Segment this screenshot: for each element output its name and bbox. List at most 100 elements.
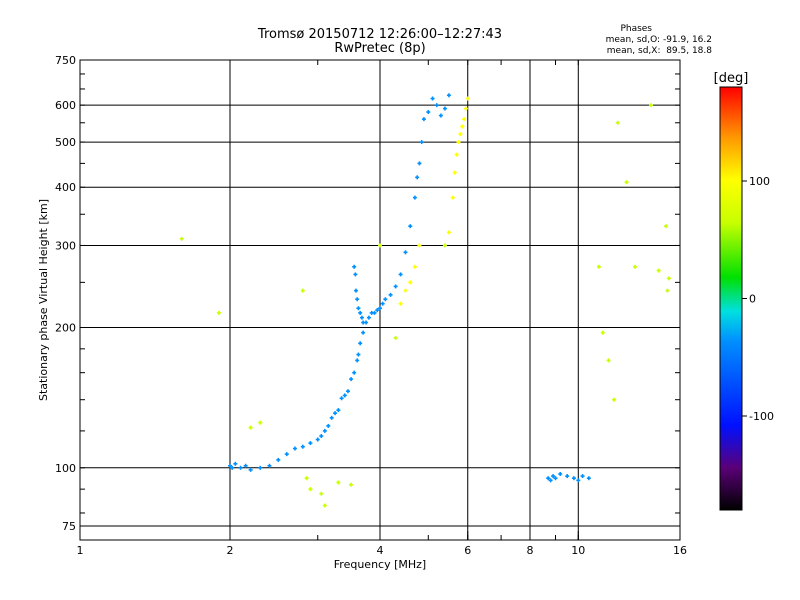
y-tick-label: 400 bbox=[55, 181, 76, 194]
data-point bbox=[442, 243, 447, 248]
y-tick-label: 75 bbox=[62, 520, 76, 533]
data-point bbox=[380, 301, 385, 306]
x-axis-label: Frequency [MHz] bbox=[334, 558, 426, 571]
data-point bbox=[319, 434, 324, 439]
data-point bbox=[359, 315, 364, 320]
data-point bbox=[398, 301, 403, 306]
data-point bbox=[358, 310, 363, 315]
data-point bbox=[666, 276, 671, 281]
data-point bbox=[421, 117, 426, 122]
data-point bbox=[393, 284, 398, 289]
data-point bbox=[319, 491, 324, 496]
data-point bbox=[258, 420, 263, 425]
data-point bbox=[352, 264, 357, 269]
data-point bbox=[326, 423, 331, 428]
data-point bbox=[649, 103, 654, 108]
data-point bbox=[408, 280, 413, 285]
data-point bbox=[456, 140, 461, 145]
data-point bbox=[308, 487, 313, 492]
data-point bbox=[230, 465, 235, 470]
x-tick-label: 8 bbox=[527, 544, 534, 557]
data-point bbox=[300, 288, 305, 293]
data-point bbox=[551, 474, 556, 479]
data-point bbox=[383, 297, 388, 302]
data-point bbox=[624, 180, 629, 185]
data-point bbox=[408, 224, 413, 229]
data-point bbox=[356, 352, 361, 357]
data-point bbox=[258, 465, 263, 470]
data-point bbox=[366, 315, 371, 320]
y-tick-label: 500 bbox=[55, 136, 76, 149]
data-point bbox=[361, 330, 366, 335]
data-point bbox=[442, 106, 447, 111]
data-point bbox=[463, 106, 468, 111]
data-point bbox=[352, 370, 357, 375]
x-tick-label: 6 bbox=[464, 544, 471, 557]
data-point bbox=[339, 396, 344, 401]
data-point bbox=[329, 415, 334, 420]
data-point bbox=[388, 292, 393, 297]
x-tick-label: 1 bbox=[77, 544, 84, 557]
x-tick-label: 2 bbox=[227, 544, 234, 557]
data-point bbox=[426, 110, 431, 115]
data-point bbox=[378, 306, 382, 311]
data-point bbox=[336, 480, 341, 485]
data-point bbox=[349, 377, 354, 382]
phase-stats-x: mean, sd,X: 89.5, 18.8 bbox=[606, 46, 712, 56]
data-point bbox=[565, 474, 570, 479]
data-point bbox=[322, 428, 327, 433]
data-point bbox=[417, 243, 422, 248]
colorbar-label: [deg] bbox=[714, 71, 749, 86]
x-tick-label: 4 bbox=[377, 544, 384, 557]
data-point bbox=[665, 288, 670, 293]
data-point bbox=[276, 457, 281, 462]
data-point bbox=[284, 452, 289, 457]
y-tick-label: 750 bbox=[55, 54, 76, 67]
data-point bbox=[353, 288, 358, 293]
data-point bbox=[355, 297, 360, 302]
data-point bbox=[216, 310, 221, 315]
data-point bbox=[430, 96, 435, 101]
data-point bbox=[300, 444, 305, 449]
data-point bbox=[553, 476, 558, 481]
data-point bbox=[393, 335, 398, 340]
data-point bbox=[452, 170, 457, 175]
data-point bbox=[450, 195, 455, 200]
x-tick-label: 10 bbox=[571, 544, 585, 557]
data-point bbox=[355, 358, 360, 363]
data-point bbox=[576, 478, 581, 483]
data-point bbox=[586, 476, 591, 481]
colorbar-tick-label: 100 bbox=[749, 175, 770, 188]
data-point bbox=[292, 446, 297, 451]
data-point bbox=[558, 471, 563, 476]
colorbar bbox=[719, 86, 743, 511]
x-tick-label: 16 bbox=[673, 544, 687, 557]
data-point bbox=[600, 330, 605, 335]
data-point bbox=[336, 408, 341, 413]
chart-title: Tromsø 20150712 12:26:00–12:27:43 bbox=[257, 27, 503, 42]
data-point bbox=[398, 272, 403, 277]
data-point bbox=[315, 437, 320, 442]
data-point bbox=[612, 397, 617, 402]
data-point bbox=[419, 140, 424, 145]
data-point bbox=[308, 441, 313, 446]
data-point bbox=[606, 358, 611, 363]
data-point bbox=[460, 124, 465, 129]
data-point bbox=[375, 308, 380, 313]
y-tick-label: 600 bbox=[55, 99, 76, 112]
data-point bbox=[228, 463, 232, 468]
data-point bbox=[462, 117, 467, 122]
data-point bbox=[349, 482, 354, 487]
data-point bbox=[345, 389, 350, 394]
data-point bbox=[364, 320, 369, 325]
data-point bbox=[267, 463, 272, 468]
data-point bbox=[378, 243, 382, 248]
data-point bbox=[664, 224, 669, 229]
data-point bbox=[656, 268, 661, 273]
data-point bbox=[415, 175, 420, 180]
data-point bbox=[548, 478, 553, 483]
y-axis-label: Stationary phase Virtual Height [km] bbox=[37, 199, 50, 401]
data-point bbox=[248, 467, 253, 472]
data-point bbox=[353, 272, 358, 277]
